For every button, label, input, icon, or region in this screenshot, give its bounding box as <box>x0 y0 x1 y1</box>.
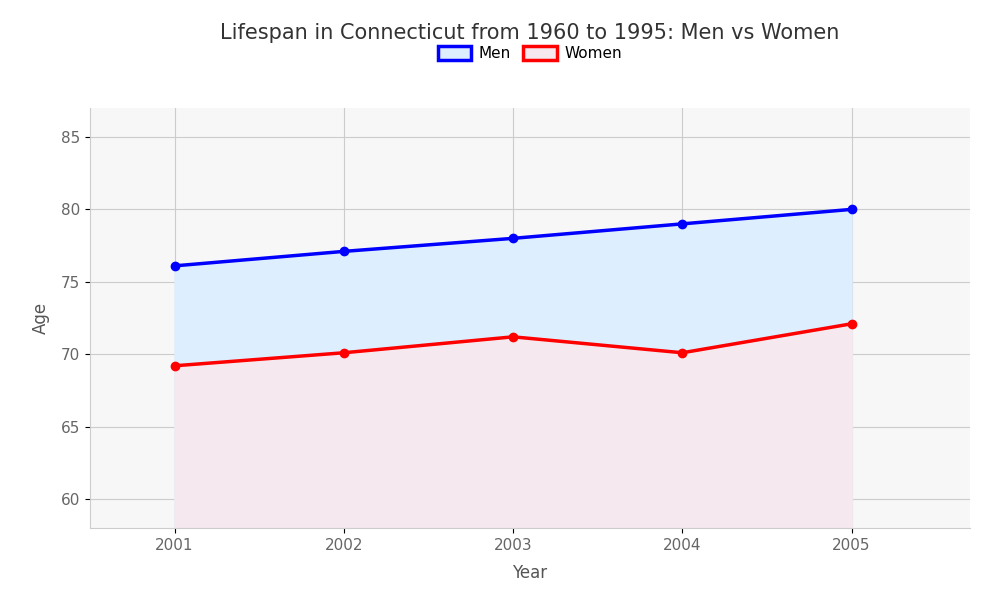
Y-axis label: Age: Age <box>32 302 50 334</box>
Legend: Men, Women: Men, Women <box>432 40 628 67</box>
Title: Lifespan in Connecticut from 1960 to 1995: Men vs Women: Lifespan in Connecticut from 1960 to 199… <box>220 23 840 43</box>
X-axis label: Year: Year <box>512 564 548 582</box>
